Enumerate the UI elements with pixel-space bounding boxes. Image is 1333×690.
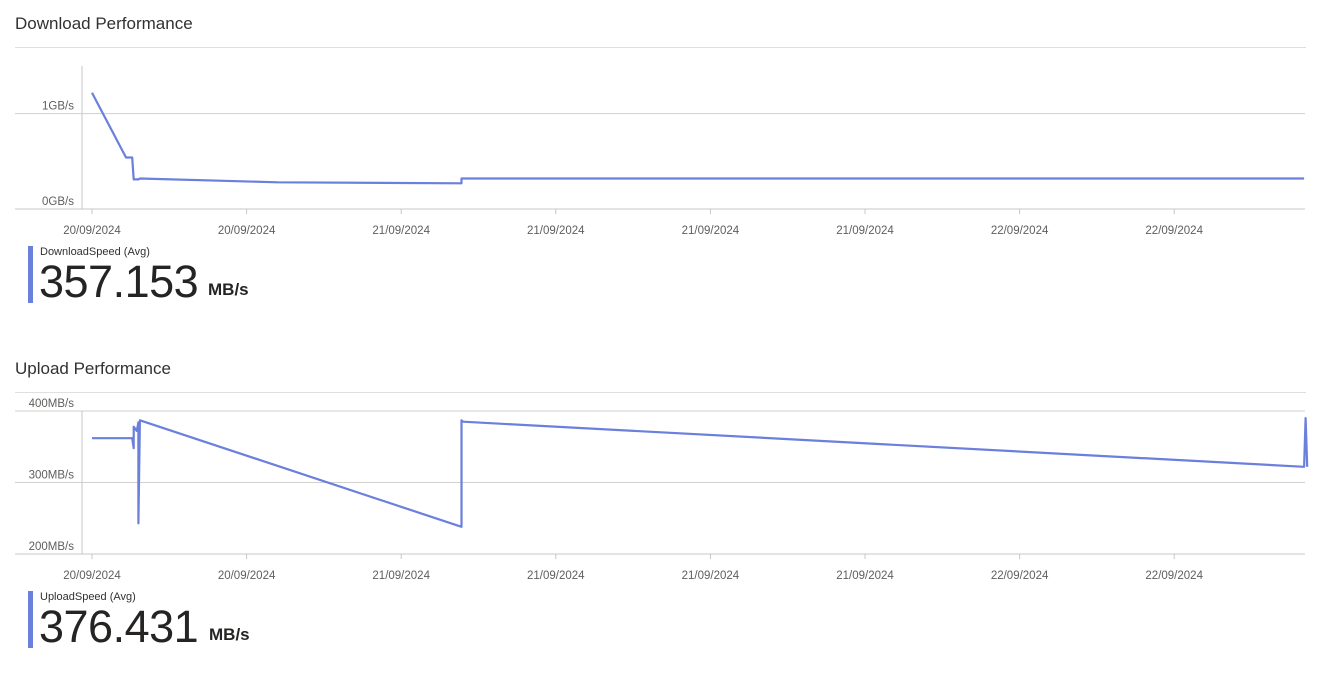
download-x-tick-label: 20/09/2024 xyxy=(63,225,121,237)
upload-speed-chart[interactable]: 400MB/s 300MB/s 200MB/s 20/09/2024 20/09/202… xyxy=(0,0,1333,600)
download-x-tick-label: 22/09/2024 xyxy=(991,225,1049,237)
upload-y-tick-label: 300MB/s xyxy=(29,470,75,482)
upload-x-tick-label: 20/09/2024 xyxy=(218,570,276,582)
upload-series-line[interactable] xyxy=(92,417,1309,528)
upload-y-tick-label: 200MB/s xyxy=(29,541,75,553)
upload-x-tick-label: 20/09/2024 xyxy=(63,570,121,582)
download-speed-chart[interactable]: 1GB/s 0GB/s 20/09/2024 20/09/2024 21/09/2024… xyxy=(0,0,1333,250)
upload-x-tick-label: 22/09/2024 xyxy=(991,570,1049,582)
upload-x-tick-label: 21/09/2024 xyxy=(836,570,894,582)
upload-title-divider xyxy=(15,392,1306,393)
upload-x-tick-label: 21/09/2024 xyxy=(682,570,740,582)
upload-x-tick-label: 21/09/2024 xyxy=(527,570,585,582)
download-y-tick-label: 1GB/s xyxy=(42,101,74,113)
upload-panel-title: Upload Performance xyxy=(15,359,171,378)
download-metric-label: DownloadSpeed (Avg) xyxy=(40,246,150,258)
download-panel-title: Download Performance xyxy=(15,14,193,33)
upload-series-swatch xyxy=(28,591,33,648)
download-series-line[interactable] xyxy=(91,92,1305,185)
download-series-swatch xyxy=(28,246,33,303)
upload-metric-unit: MB/s xyxy=(209,625,250,644)
download-x-tick-label: 21/09/2024 xyxy=(372,225,430,237)
download-x-tick-label: 22/09/2024 xyxy=(1145,225,1203,237)
upload-x-tick-label: 21/09/2024 xyxy=(372,570,430,582)
upload-metric-label: UploadSpeed (Avg) xyxy=(40,591,136,603)
download-y-tick-label: 0GB/s xyxy=(42,196,74,208)
upload-x-tick-label: 22/09/2024 xyxy=(1145,570,1203,582)
download-x-tick-label: 21/09/2024 xyxy=(836,225,894,237)
download-x-tick-label: 21/09/2024 xyxy=(682,225,740,237)
download-title-divider xyxy=(15,47,1306,48)
upload-y-tick-label: 400MB/s xyxy=(29,398,75,410)
download-x-tick-label: 21/09/2024 xyxy=(527,225,585,237)
download-metric-value: 357.153 xyxy=(39,256,199,307)
upload-metric-value: 376.431 xyxy=(39,601,199,652)
download-x-tick-label: 20/09/2024 xyxy=(218,225,276,237)
download-metric-unit: MB/s xyxy=(208,280,249,299)
